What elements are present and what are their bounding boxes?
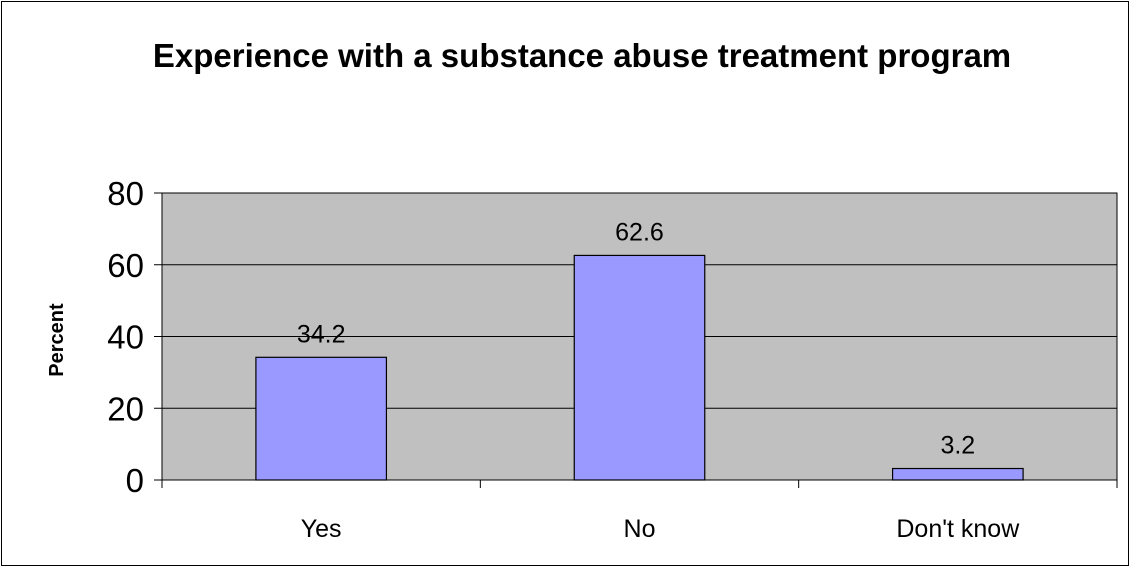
axes: 0 20 40 60 80 Yes No Don't know <box>107 175 1118 543</box>
y-tick-label: 60 <box>107 247 144 284</box>
bar-don-t-know <box>891 467 1024 481</box>
y-tick-label: 20 <box>107 390 144 427</box>
bar-no <box>573 254 706 481</box>
x-tick-label: Don't know <box>896 515 1020 543</box>
bars <box>255 254 1024 481</box>
data-label: 62.6 <box>615 218 664 246</box>
x-tick-label: Yes <box>301 515 342 543</box>
y-tick-label: 80 <box>107 175 144 212</box>
y-axis-title: Percent <box>46 303 68 377</box>
data-label: 3.2 <box>940 432 975 460</box>
chart-title: Experience with a substance abuse treatm… <box>2 32 1130 80</box>
bar-yes <box>255 356 388 481</box>
chart-title-text: Experience with a substance abuse treatm… <box>152 37 1012 74</box>
data-labels: 34.2 62.6 3.2 <box>297 218 975 459</box>
x-tick-label: No <box>624 515 656 543</box>
data-label: 34.2 <box>297 320 346 348</box>
y-tick-label: 40 <box>107 319 144 356</box>
y-tick-label: 0 <box>126 462 144 499</box>
